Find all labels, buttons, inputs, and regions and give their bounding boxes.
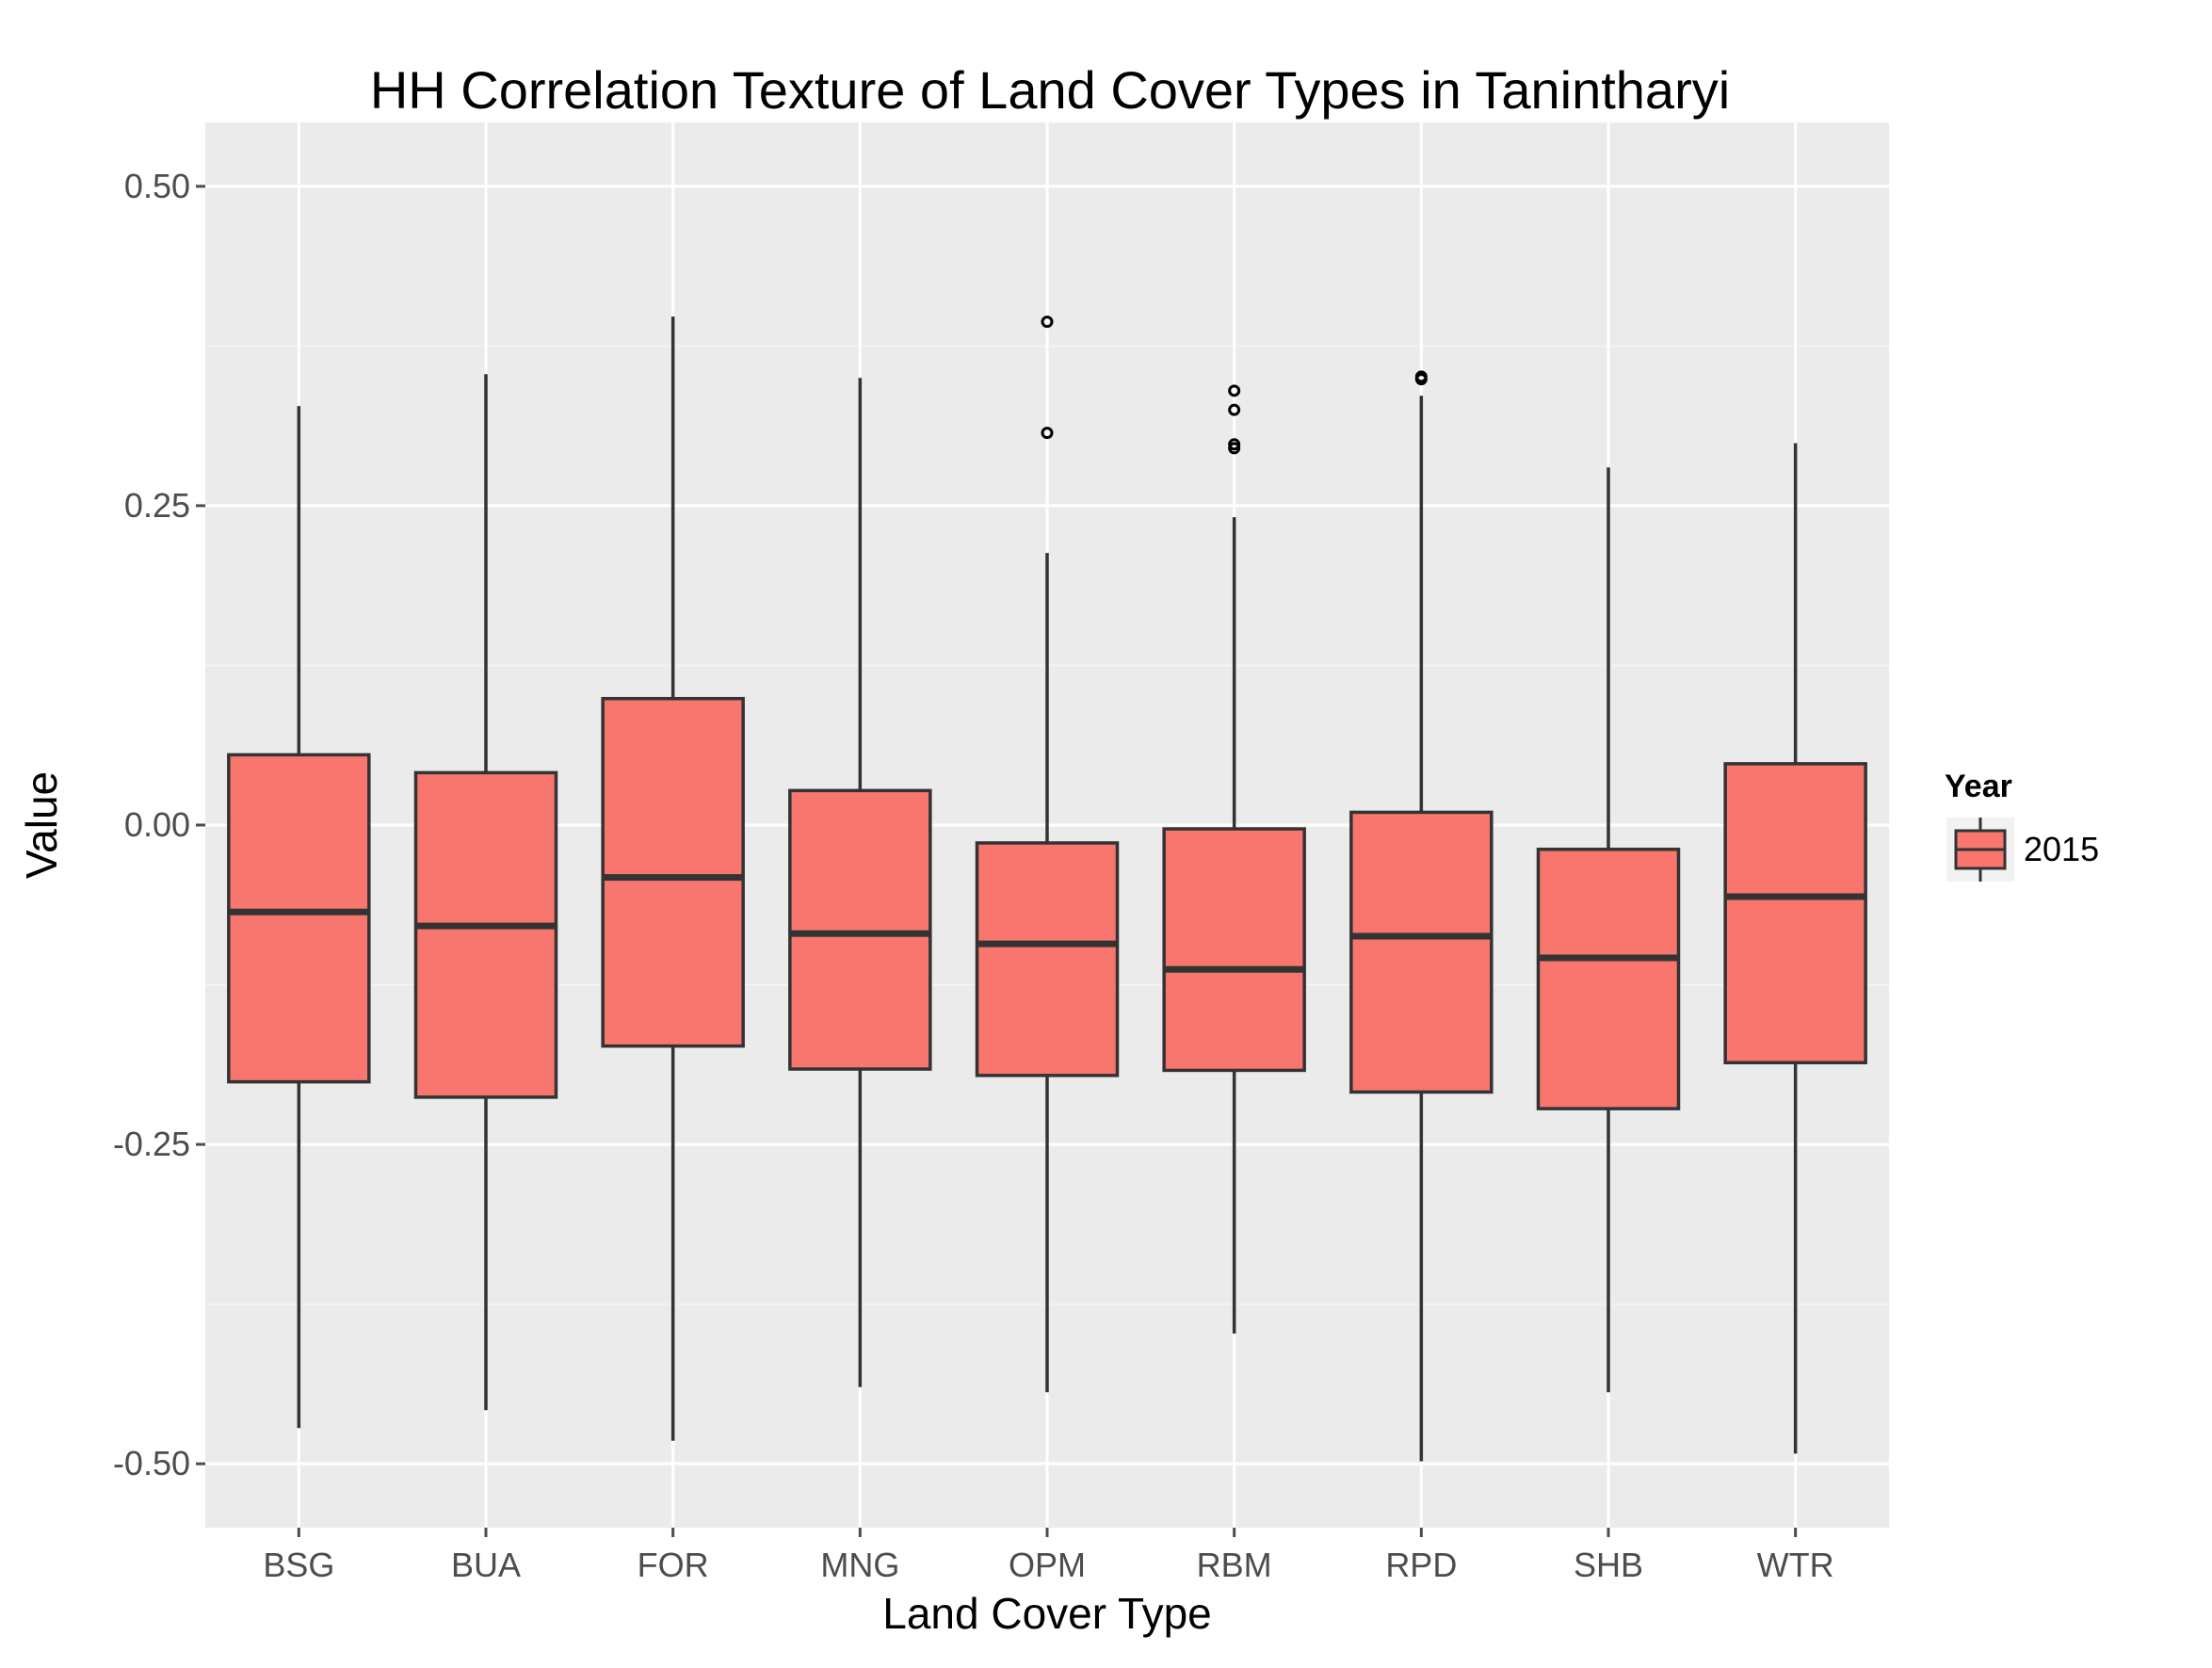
- box-bsg: [227, 406, 371, 1429]
- iqr-box: [601, 696, 745, 1048]
- box-rpd: [1349, 370, 1494, 1462]
- x-tick-label: RBM: [1197, 1546, 1272, 1584]
- legend-title: Year: [1945, 769, 2012, 804]
- outlier-point: [1041, 427, 1054, 440]
- x-tick-label: RPD: [1385, 1546, 1457, 1584]
- iqr-box: [1162, 827, 1306, 1073]
- box-rbm: [1162, 384, 1306, 1334]
- x-axis-title: Land Cover Type: [882, 1589, 1212, 1638]
- outlier-point: [1041, 316, 1054, 329]
- x-axis-ticks: BSG BUA FOR MNG OPM RBM RPD SHB WTR: [263, 1528, 1834, 1584]
- y-axis-ticks: 0.50 0.25 0.00 -0.25 -0.50: [113, 167, 205, 1482]
- iqr-box: [1536, 848, 1681, 1110]
- y-tick-label: 0.00: [124, 805, 190, 844]
- chart-title: HH Correlation Texture of Land Cover Typ…: [370, 60, 1730, 120]
- iqr-box: [788, 788, 932, 1071]
- outlier-point: [1228, 384, 1241, 397]
- x-tick-label: BUA: [451, 1546, 521, 1584]
- box-shb: [1536, 467, 1681, 1393]
- box-for: [601, 316, 745, 1441]
- y-tick-label: -0.25: [113, 1125, 190, 1163]
- outlier-point: [1228, 403, 1241, 416]
- iqr-box: [413, 770, 558, 1099]
- y-tick-label: -0.50: [113, 1444, 190, 1482]
- y-tick-label: 0.25: [124, 486, 190, 525]
- iqr-box: [975, 841, 1120, 1077]
- iqr-box: [227, 753, 371, 1084]
- outlier-point: [1414, 370, 1428, 383]
- box-series: [227, 316, 1867, 1462]
- x-tick-label: SHB: [1574, 1546, 1643, 1584]
- x-tick-label: FOR: [638, 1546, 709, 1584]
- x-tick-label: WTR: [1757, 1546, 1834, 1584]
- x-tick-label: MNG: [820, 1546, 899, 1584]
- box-bua: [413, 374, 558, 1411]
- legend-label-2015: 2015: [2024, 830, 2099, 868]
- x-tick-label: BSG: [263, 1546, 334, 1584]
- box-mng: [788, 378, 932, 1387]
- box-wtr: [1723, 443, 1867, 1454]
- outlier-point: [1228, 438, 1241, 451]
- y-tick-label: 0.50: [124, 167, 190, 205]
- legend: Year 2015: [1945, 769, 2099, 882]
- box-opm: [975, 316, 1120, 1393]
- iqr-box: [1349, 810, 1494, 1094]
- iqr-box: [1723, 762, 1867, 1065]
- x-tick-label: OPM: [1009, 1546, 1086, 1584]
- y-axis-title: Value: [17, 771, 66, 879]
